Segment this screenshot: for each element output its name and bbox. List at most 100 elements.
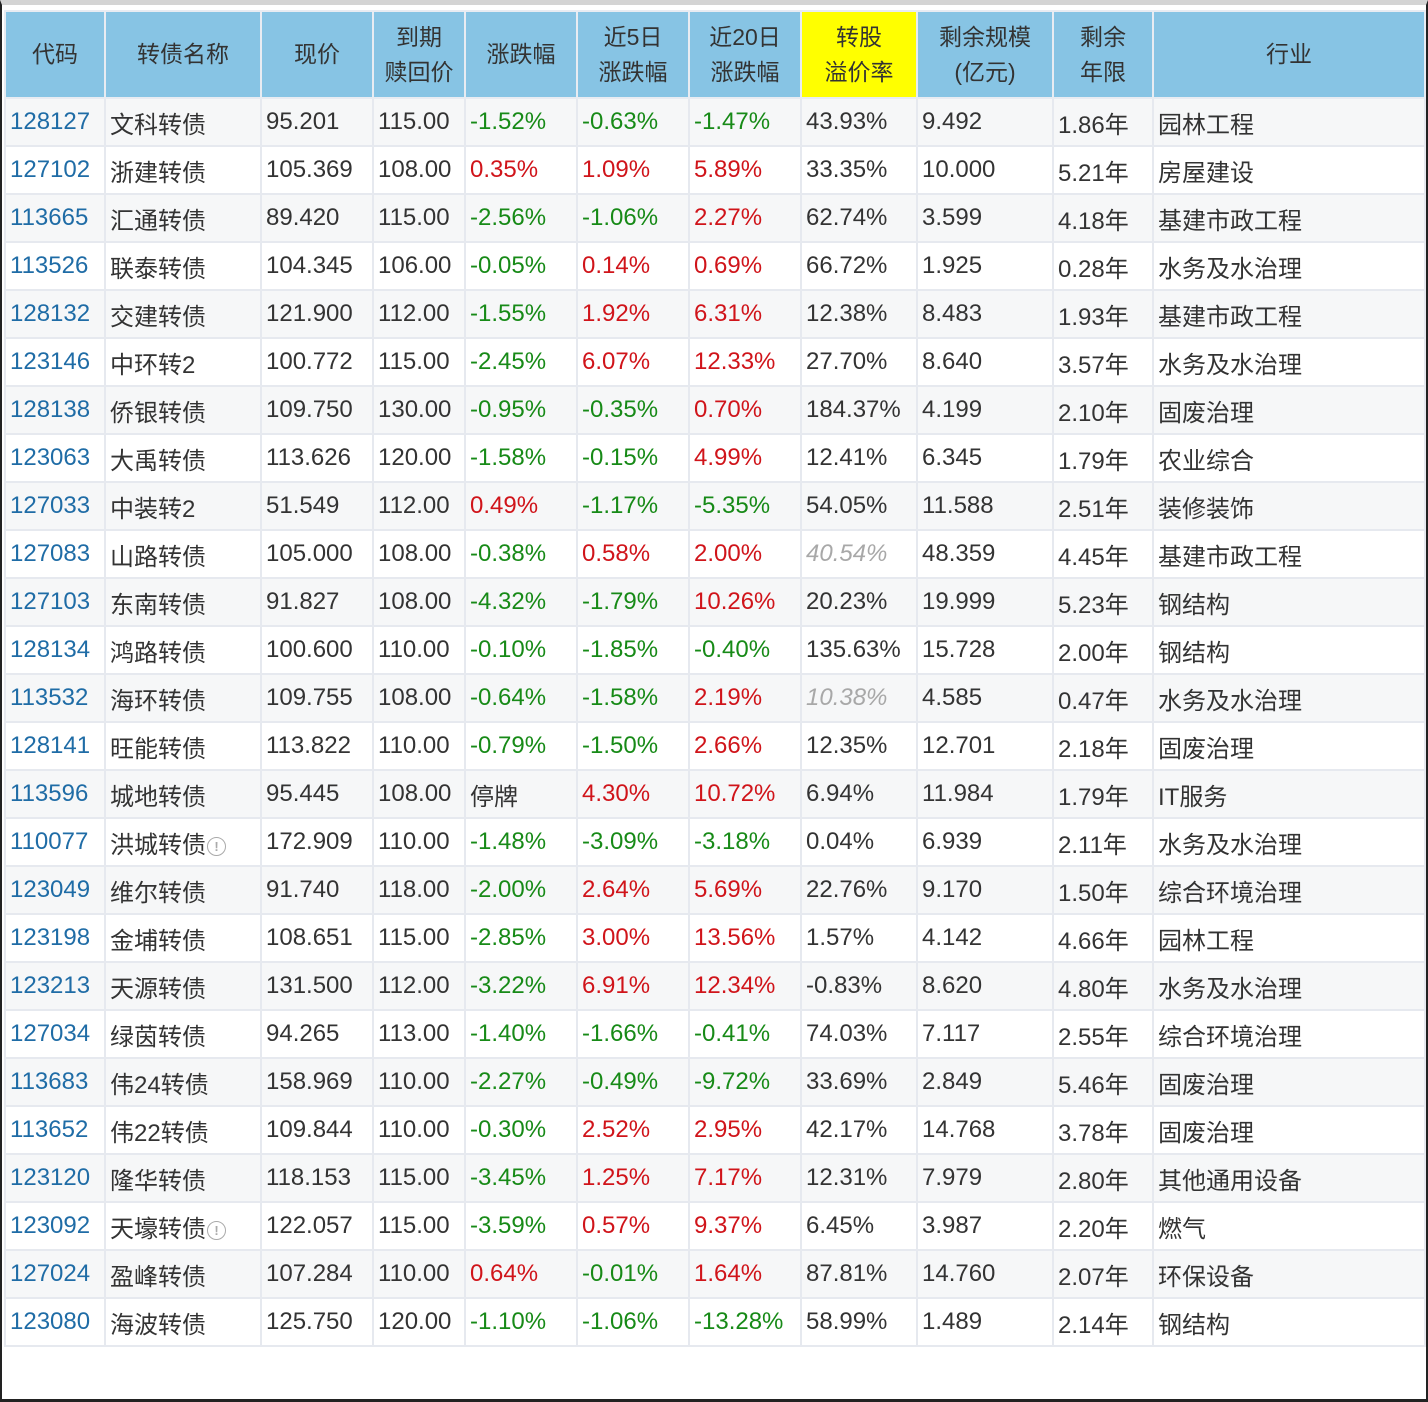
- table-row[interactable]: 127103 东南转债 91.827 108.00 -4.32% -1.79% 10.26%…: [4, 577, 1426, 627]
- cell-premium: 184.37%: [800, 385, 918, 435]
- table-row[interactable]: 127034 绿茵转债 94.265 113.00 -1.40% -1.66% -0.41%…: [4, 1009, 1426, 1059]
- table-row[interactable]: 128134 鸿路转债 100.600 110.00 -0.10% -1.85% -0.40…: [4, 625, 1426, 675]
- cell-redeem: 110.00: [372, 721, 466, 771]
- table-row[interactable]: 113526 联泰转债 104.345 106.00 -0.05% 0.14% 0.69% 6…: [4, 241, 1426, 291]
- column-header-redeem[interactable]: 到期 赎回价: [372, 10, 466, 99]
- table-row[interactable]: 123120 隆华转债 118.153 115.00 -3.45% 1.25% 7.17% 1…: [4, 1153, 1426, 1203]
- change-5d: -1.85%: [582, 636, 659, 663]
- change-5d: 6.91%: [582, 972, 651, 999]
- bond-code-link[interactable]: 127103: [10, 588, 91, 615]
- bond-code-link[interactable]: 128134: [10, 636, 91, 663]
- table-row[interactable]: 113683 伟24转债 158.969 110.00 -2.27% -0.49% -9.7…: [4, 1057, 1426, 1107]
- table-row[interactable]: 123198 金埔转债 108.651 115.00 -2.85% 3.00% 13.56%…: [4, 913, 1426, 963]
- bond-code-link[interactable]: 113665: [10, 204, 89, 231]
- column-header-label: 到期: [396, 23, 442, 50]
- bond-code-link[interactable]: 123198: [10, 924, 91, 951]
- cell-size: 19.999: [916, 577, 1054, 627]
- column-header-chg5[interactable]: 近5日 涨跌幅: [576, 10, 690, 99]
- cell-premium: 135.63%: [800, 625, 918, 675]
- remaining-size: 7.117: [922, 1020, 981, 1047]
- column-header-price[interactable]: 现价: [260, 10, 374, 99]
- current-price: 105.000: [266, 540, 353, 567]
- bond-code-link[interactable]: 123146: [10, 348, 91, 375]
- bond-code-link[interactable]: 123120: [10, 1164, 91, 1191]
- table-row[interactable]: 113596 城地转债 95.445 108.00 停牌 4.30% 10.72% 6.94%…: [4, 769, 1426, 819]
- remaining-size: 14.760: [922, 1260, 996, 1287]
- bond-code-link[interactable]: 123213: [10, 972, 91, 999]
- table-row[interactable]: 113652 伟22转债 109.844 110.00 -0.30% 2.52% 2.95%…: [4, 1105, 1426, 1155]
- table-row[interactable]: 123049 维尔转债 91.740 118.00 -2.00% 2.64% 5.69% 22…: [4, 865, 1426, 915]
- cell-name: 绿茵转债: [104, 1009, 262, 1059]
- column-header-premium[interactable]: 转股 溢价率: [800, 10, 918, 99]
- bond-code-link[interactable]: 127102: [10, 156, 91, 183]
- bond-code-link[interactable]: 123063: [10, 444, 91, 471]
- bond-name: 伟22转债: [110, 1119, 209, 1147]
- bond-code-link[interactable]: 123092: [10, 1212, 91, 1239]
- table-row[interactable]: 128127 文科转债 95.201 115.00 -1.52% -0.63% -1.47%…: [4, 97, 1426, 147]
- column-header-industry[interactable]: 行业: [1152, 10, 1426, 99]
- bond-code-link[interactable]: 113596: [10, 780, 89, 807]
- redemption-price: 130.00: [378, 396, 452, 423]
- cell-industry: 基建市政工程: [1152, 193, 1426, 243]
- change-20d: 5.69%: [694, 876, 763, 903]
- bond-code-link[interactable]: 128138: [10, 396, 91, 423]
- cell-chg5: -1.06%: [576, 1297, 690, 1347]
- cell-chg20: -9.72%: [688, 1057, 802, 1107]
- cell-chg20: 13.56%: [688, 913, 802, 963]
- convertible-bond-table: 代码 转债名称 现价 到期 赎回价 涨跌幅 近5日 涨跌幅 近20日 涨跌幅 转股 溢价率 剩余规模 (亿…: [4, 10, 1426, 1347]
- cell-redeem: 115.00: [372, 337, 466, 387]
- table-row[interactable]: 113532 海环转债 109.755 108.00 -0.64% -1.58% 2.19%…: [4, 673, 1426, 723]
- cell-redeem: 112.00: [372, 961, 466, 1011]
- remaining-size: 9.492: [922, 108, 983, 135]
- bond-code-link[interactable]: 113532: [10, 684, 89, 711]
- column-header-code[interactable]: 代码: [4, 10, 106, 99]
- change-5d: -0.35%: [582, 396, 659, 423]
- cell-chg20: 12.33%: [688, 337, 802, 387]
- column-header-name[interactable]: 转债名称: [104, 10, 262, 99]
- table-row[interactable]: 128138 侨银转债 109.750 130.00 -0.95% -0.35% 0.70%…: [4, 385, 1426, 435]
- table-row[interactable]: 127024 盈峰转债 107.284 110.00 0.64% -0.01% 1.64% 8…: [4, 1249, 1426, 1299]
- bond-code-link[interactable]: 127024: [10, 1260, 91, 1287]
- table-row[interactable]: 127033 中装转2 51.549 112.00 0.49% -1.17% -5.35% 5…: [4, 481, 1426, 531]
- table-row[interactable]: 127102 浙建转债 105.369 108.00 0.35% 1.09% 5.89% 33…: [4, 145, 1426, 195]
- bond-code-link[interactable]: 128127: [10, 108, 91, 135]
- table-row[interactable]: 123146 中环转2 100.772 115.00 -2.45% 6.07% 12.33%…: [4, 337, 1426, 387]
- table-row[interactable]: 127083 山路转债 105.000 108.00 -0.38% 0.58% 2.00% 4…: [4, 529, 1426, 579]
- table-row[interactable]: 123063 大禹转债 113.626 120.00 -1.58% -0.15% 4.99%…: [4, 433, 1426, 483]
- table-row[interactable]: 128132 交建转债 121.900 112.00 -1.55% 1.92% 6.31% 1…: [4, 289, 1426, 339]
- industry: 房屋建设: [1158, 159, 1254, 187]
- daily-change: -2.56%: [470, 204, 547, 231]
- column-header-chg[interactable]: 涨跌幅: [464, 10, 578, 99]
- bond-code-link[interactable]: 128141: [10, 732, 91, 759]
- column-header-size[interactable]: 剩余规模 (亿元): [916, 10, 1054, 99]
- cell-redeem: 112.00: [372, 289, 466, 339]
- bond-code-link[interactable]: 110077: [10, 828, 89, 855]
- daily-change: 0.64%: [470, 1260, 539, 1287]
- cell-price: 107.284: [260, 1249, 374, 1299]
- table-row[interactable]: 123080 海波转债 125.750 120.00 -1.10% -1.06% -13.2…: [4, 1297, 1426, 1347]
- table-row[interactable]: 123213 天源转债 131.500 112.00 -3.22% 6.91% 12.34%…: [4, 961, 1426, 1011]
- bond-code-link[interactable]: 123049: [10, 876, 91, 903]
- table-row[interactable]: 113665 汇通转债 89.420 115.00 -2.56% -1.06% 2.27% 6…: [4, 193, 1426, 243]
- column-header-years[interactable]: 剩余 年限: [1052, 10, 1154, 99]
- bond-name: 城地转债: [110, 783, 206, 811]
- cell-chg5: 0.14%: [576, 241, 690, 291]
- table-row[interactable]: 123092 天壕转债! 122.057 115.00 -3.59% 0.57% 9.37%…: [4, 1201, 1426, 1251]
- info-alert-icon[interactable]: !: [207, 1220, 226, 1240]
- info-alert-icon[interactable]: !: [207, 836, 226, 856]
- bond-code-link[interactable]: 127083: [10, 540, 91, 567]
- bond-code-link[interactable]: 128132: [10, 300, 91, 327]
- table-row[interactable]: 128141 旺能转债 113.822 110.00 -0.79% -1.50% 2.66%…: [4, 721, 1426, 771]
- remaining-years: 2.11年: [1058, 831, 1127, 859]
- bond-code-link[interactable]: 123080: [10, 1308, 91, 1335]
- change-5d: 0.14%: [582, 252, 651, 279]
- change-5d: 2.64%: [582, 876, 651, 903]
- table-row[interactable]: 110077 洪城转债! 172.909 110.00 -1.48% -3.09% -3.1…: [4, 817, 1426, 867]
- bond-code-link[interactable]: 127034: [10, 1020, 91, 1047]
- bond-code-link[interactable]: 113652: [10, 1116, 89, 1143]
- redemption-price: 110.00: [378, 1068, 450, 1095]
- bond-code-link[interactable]: 113526: [10, 252, 89, 279]
- bond-code-link[interactable]: 127033: [10, 492, 91, 519]
- bond-code-link[interactable]: 113683: [10, 1068, 89, 1095]
- column-header-chg20[interactable]: 近20日 涨跌幅: [688, 10, 802, 99]
